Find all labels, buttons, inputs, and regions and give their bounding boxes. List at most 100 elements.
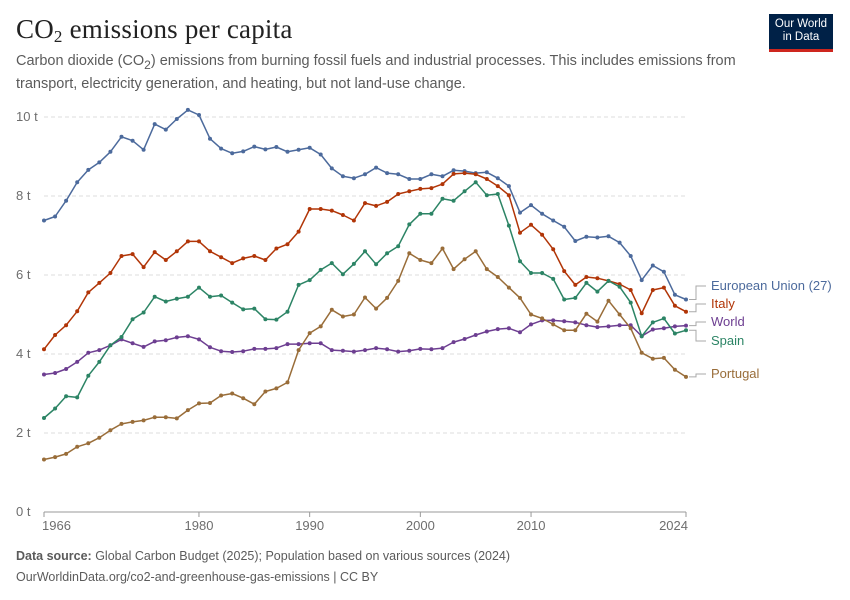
data-point [329,166,334,171]
data-point [462,337,467,341]
data-point [163,127,168,132]
data-point [562,269,567,274]
data-point [274,145,279,149]
data-point [440,174,445,179]
series-portugal[interactable] [42,246,688,462]
data-point [473,249,478,254]
series-labels: European Union (27) Italy World Spain Portug… [689,278,832,381]
series-label: World [711,314,745,329]
data-point [407,348,412,353]
data-point [440,182,445,187]
data-point [64,198,69,203]
data-point [684,328,688,333]
data-point [241,256,246,261]
data-point [374,165,379,170]
gridlines [44,116,686,434]
data-point [75,359,80,364]
data-point [562,224,567,229]
data-point [252,254,257,258]
y-tick-label: 4 t [16,346,31,361]
data-point [540,232,545,237]
data-point [540,316,545,321]
data-point [518,330,522,335]
data-point [584,234,589,239]
data-point [518,210,522,215]
data-point [241,349,246,354]
data-point [628,254,633,258]
data-point [595,319,600,324]
data-point [429,211,434,216]
data-source: Data source: Global Carbon Budget (2025)… [16,549,511,563]
data-point [241,307,246,312]
data-point [340,314,345,319]
series-italy[interactable] [42,171,688,352]
data-point [484,329,489,334]
data-point [152,294,157,299]
data-point [451,198,456,203]
data-point [296,282,301,287]
x-tick-label: 2010 [517,518,546,533]
data-point [650,263,655,268]
data-point [495,184,500,189]
data-point [75,395,80,400]
data-point [396,192,401,196]
data-point [219,393,224,398]
data-point [495,327,500,332]
data-point [672,331,677,336]
data-point [573,295,578,300]
data-point [617,240,622,245]
label-connector [689,373,706,378]
data-point [396,244,401,249]
data-point [363,249,367,254]
data-point [86,350,91,355]
data-point [661,285,666,290]
data-point [141,147,146,152]
data-point [374,203,379,208]
data-point [274,246,279,251]
data-point [307,207,312,211]
data-point [462,257,467,262]
data-point [75,180,80,185]
data-point [185,239,190,244]
data-point [230,391,235,396]
data-point [385,251,390,256]
data-point [684,309,688,314]
series-label: Portugal [711,366,760,381]
data-point [152,339,157,344]
data-point [473,172,478,177]
data-point [329,261,334,266]
data-point [684,374,688,379]
data-point [97,280,102,285]
data-point [64,367,69,371]
data-point [418,211,423,216]
data-point [595,276,600,281]
data-point [230,350,235,354]
owid-logo[interactable]: Our World in Data [769,14,833,52]
series-spain[interactable] [42,180,688,420]
data-point [230,261,235,266]
data-point [385,171,390,176]
data-point [296,342,301,347]
data-point [672,324,677,329]
data-point [495,192,500,196]
data-point [185,107,190,112]
data-point [684,323,688,328]
data-point [606,324,611,329]
data-point [252,306,257,311]
data-point [363,348,367,353]
data-point [584,323,589,328]
data-point [374,346,379,351]
source-url[interactable]: OurWorldinData.org/co2-and-greenhouse-ga… [16,570,379,584]
data-point [351,218,356,223]
series-european-union-27[interactable] [42,107,688,302]
series-label: Spain [711,333,744,348]
data-point [230,300,235,305]
data-point [75,444,80,449]
data-point [495,176,500,181]
data-point [163,299,168,304]
series-world[interactable] [42,318,688,377]
series-line [43,181,687,419]
data-point [274,346,279,351]
data-point [263,346,268,351]
data-point [639,350,644,355]
